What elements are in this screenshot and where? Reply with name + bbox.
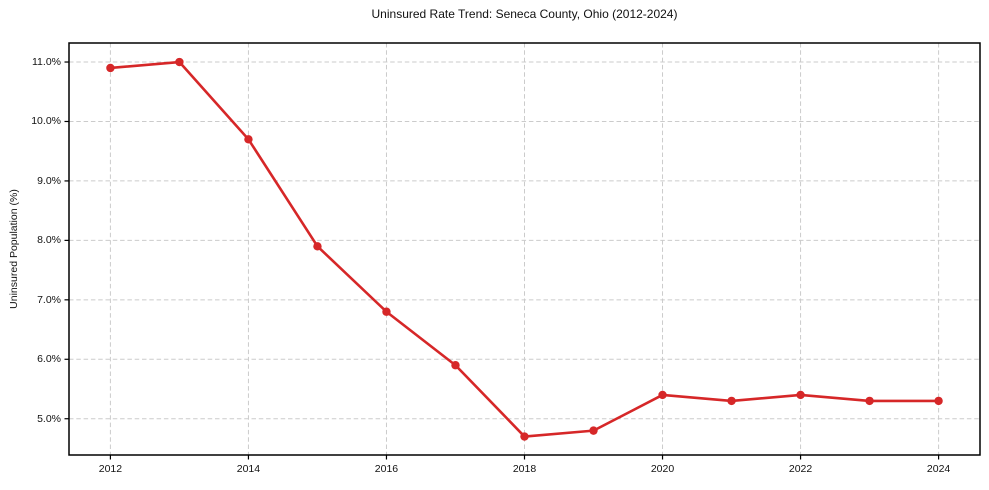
y-tick-label: 9.0% xyxy=(37,174,61,187)
y-axis-tick-labels: 5.0% 6.0% 7.0% 8.0% 9.0% 10.0% 11.0% xyxy=(0,0,61,490)
data-point-marker xyxy=(106,63,115,73)
y-tick-label: 10.0% xyxy=(31,115,61,128)
y-tick-label: 11.0% xyxy=(32,56,61,69)
data-point-marker xyxy=(451,361,460,370)
y-tick-label: 5.0% xyxy=(37,412,61,425)
x-tick-label: 2014 xyxy=(236,463,261,475)
data-point-marker xyxy=(244,135,253,144)
data-point-marker xyxy=(796,390,805,400)
data-point-marker xyxy=(934,396,943,406)
x-axis-tick-labels: 2012 2014 2016 2018 2020 2022 2024 xyxy=(0,463,989,479)
data-point-marker xyxy=(865,396,874,406)
data-point-marker xyxy=(727,396,736,406)
x-tick-label: 2012 xyxy=(98,463,123,475)
data-point-marker xyxy=(313,242,322,251)
data-point-marker xyxy=(589,426,598,435)
x-tick-label: 2024 xyxy=(926,463,951,475)
chart-title: Uninsured Rate Trend: Seneca County, Ohi… xyxy=(371,7,678,21)
x-tick-label: 2022 xyxy=(788,463,813,475)
y-tick-label: 6.0% xyxy=(37,353,61,366)
y-tick-label: 8.0% xyxy=(37,234,61,247)
data-point-marker xyxy=(520,432,529,441)
data-point-marker xyxy=(175,57,184,67)
data-point-marker xyxy=(382,307,391,316)
x-tick-label: 2016 xyxy=(374,463,399,475)
y-tick-label: 7.0% xyxy=(37,293,61,306)
data-point-marker xyxy=(658,390,667,400)
x-tick-label: 2020 xyxy=(650,463,675,475)
x-tick-label: 2018 xyxy=(512,463,537,475)
